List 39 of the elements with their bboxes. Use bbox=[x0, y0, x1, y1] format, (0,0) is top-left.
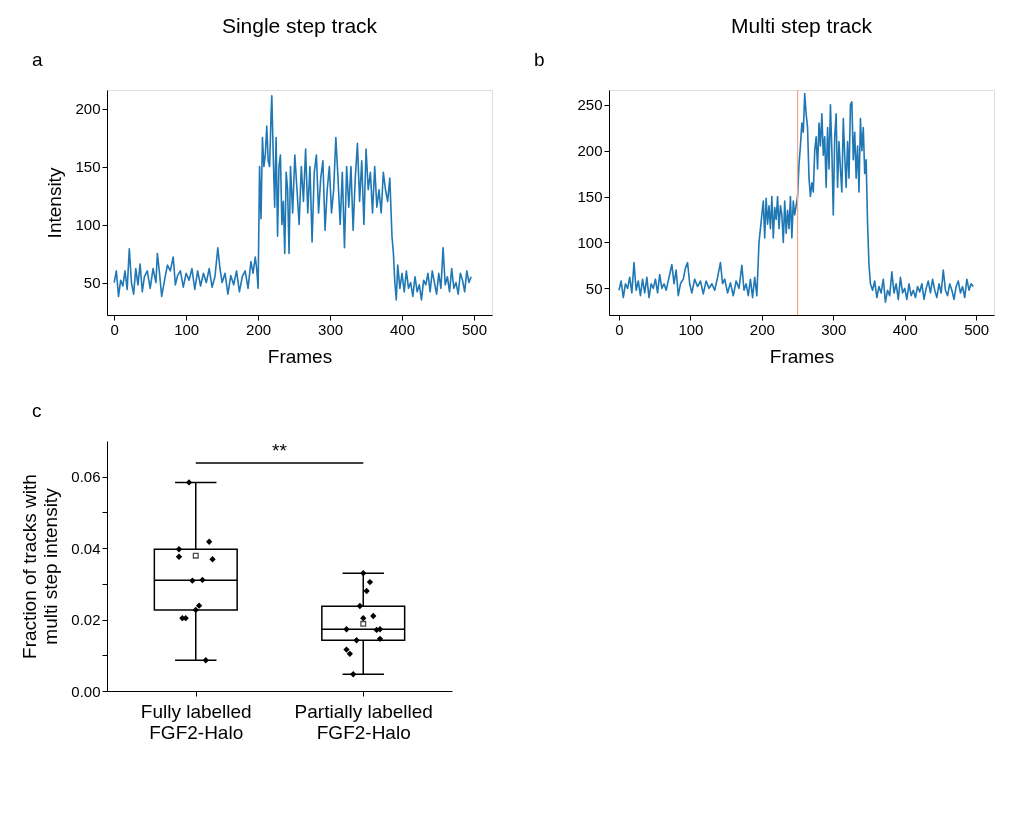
x-tick-label: 100 bbox=[678, 320, 704, 338]
x-tick-label: Fully labelled FGF2-Halo bbox=[140, 700, 252, 743]
x-tick-label: 200 bbox=[246, 320, 272, 338]
x-axis-title: Frames bbox=[769, 345, 835, 367]
x-tick-label: 300 bbox=[318, 320, 344, 338]
y-axis-title: Intensity bbox=[44, 167, 66, 239]
y-tick-label: 100 bbox=[577, 233, 603, 251]
chart-title: Single step track bbox=[221, 14, 378, 37]
y-axis-title: Fraction of tracks with multi step intensity bbox=[19, 474, 62, 659]
x-tick-label: 500 bbox=[461, 320, 488, 338]
annotation: ** bbox=[272, 440, 288, 461]
x-tick-label: 0 bbox=[615, 320, 624, 338]
x-tick-label: 400 bbox=[892, 320, 918, 338]
x-tick-label: 400 bbox=[390, 320, 416, 338]
y-tick-label: 250 bbox=[577, 96, 603, 114]
y-tick-label: 150 bbox=[577, 188, 603, 206]
y-tick-label: 0.02 bbox=[71, 611, 101, 629]
y-tick-label: 200 bbox=[577, 142, 603, 160]
chart-title: Multi step track bbox=[730, 14, 873, 37]
text: a bbox=[32, 49, 43, 70]
x-tick-label: 200 bbox=[749, 320, 775, 338]
x-tick-label: Partially labelled FGF2-Halo bbox=[294, 700, 433, 743]
text: c bbox=[32, 400, 42, 421]
line-series bbox=[618, 92, 975, 303]
y-tick-label: 0.06 bbox=[71, 468, 101, 486]
x-tick-label: 300 bbox=[821, 320, 847, 338]
y-tick-label: 0.04 bbox=[71, 539, 101, 557]
x-axis-title: Frames bbox=[267, 345, 333, 367]
y-tick-label: 0.00 bbox=[71, 682, 101, 700]
text: b bbox=[534, 49, 545, 70]
y-tick-label: 50 bbox=[83, 274, 101, 292]
line-series bbox=[113, 95, 472, 301]
x-tick-label: 100 bbox=[174, 320, 200, 338]
y-tick-label: 50 bbox=[585, 279, 603, 297]
x-tick-label: 500 bbox=[964, 320, 990, 338]
y-tick-label: 150 bbox=[75, 158, 101, 176]
y-tick-label: 100 bbox=[75, 216, 101, 234]
y-tick-label: 200 bbox=[75, 100, 101, 118]
x-tick-label: 0 bbox=[110, 320, 119, 338]
